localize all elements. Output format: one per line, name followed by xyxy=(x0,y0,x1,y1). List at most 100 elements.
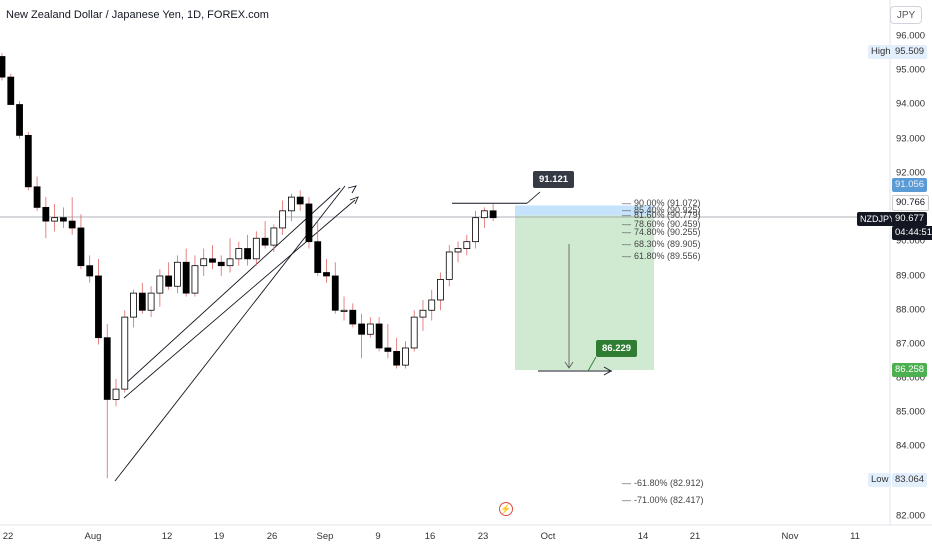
price-tick-label: 95.000 xyxy=(896,64,926,76)
candle-body xyxy=(288,196,295,212)
time-tick-label: Oct xyxy=(540,531,556,542)
candle-body xyxy=(472,217,479,243)
arrow-head xyxy=(347,185,357,194)
candle-body xyxy=(252,237,260,260)
time-tick-label: Sep xyxy=(316,531,334,542)
price-tick-label: 96.000 xyxy=(896,30,926,42)
candle-body xyxy=(437,278,444,301)
fib-level-68-3: 68.30% (89.905) xyxy=(622,239,701,249)
candle-body xyxy=(358,323,365,335)
candle-body xyxy=(463,241,471,249)
fib-level-neg-71: -71.00% (82.417) xyxy=(622,495,704,505)
candle-body xyxy=(366,323,374,335)
fib-top-tag: 91.056 xyxy=(892,178,928,192)
entry-callout[interactable]: 91.121 xyxy=(533,171,575,188)
candle-body xyxy=(226,258,234,267)
price-tick-label: 82.000 xyxy=(896,510,926,522)
stop-loss-zone xyxy=(515,205,654,216)
candle-body xyxy=(305,203,313,243)
candle-body xyxy=(410,316,418,349)
candle-body xyxy=(16,104,23,136)
time-tick-label: 14 xyxy=(637,531,649,542)
candle-body xyxy=(270,227,278,246)
candle-body xyxy=(331,275,339,311)
candle-body xyxy=(402,347,409,366)
candle-body xyxy=(182,261,190,294)
arrow-head xyxy=(603,366,612,376)
low-label: Low xyxy=(868,473,892,487)
fib-level-74-8: 74.80% (90.255) xyxy=(622,227,701,237)
alert-icon[interactable]: ⚡ xyxy=(499,502,513,516)
fib-level-78-6: 78.60% (90.459) xyxy=(622,219,701,229)
candle-body xyxy=(59,217,67,222)
fib-level-61-8: 61.80% (89.556) xyxy=(622,251,701,261)
current-line-tag: 90.766 xyxy=(892,195,930,211)
time-tick-label: Aug xyxy=(84,531,102,542)
high-label: High xyxy=(868,45,894,59)
price-tick-label: 84.000 xyxy=(896,440,926,452)
last-price-tag: 90.677 xyxy=(892,212,928,226)
time-tick-label: 23 xyxy=(477,531,489,542)
candle-body xyxy=(200,258,208,267)
candle-body xyxy=(314,241,322,273)
candle-body xyxy=(165,275,173,287)
trend-line xyxy=(123,199,356,399)
candle-body xyxy=(86,265,94,277)
candle-body xyxy=(217,261,225,267)
candle-body xyxy=(340,309,348,312)
time-tick-label: 12 xyxy=(161,531,173,542)
low-value: 83.064 xyxy=(892,473,928,487)
candle-body xyxy=(173,261,181,287)
candle-body xyxy=(7,76,15,105)
price-tick-label: 93.000 xyxy=(896,133,926,145)
candle-body xyxy=(323,272,330,277)
fib-level-90: 90.00% (91.072) xyxy=(622,198,701,208)
countdown-tag: 04:44:51 xyxy=(892,226,932,240)
candle-body xyxy=(244,248,251,260)
candle-body xyxy=(156,275,164,294)
fib-level-81-6: 81.60% (90.779) xyxy=(622,210,701,220)
price-tick-label: 89.000 xyxy=(896,270,926,282)
target-callout[interactable]: 86.229 xyxy=(596,340,638,357)
time-tick-label: 19 xyxy=(213,531,225,542)
candle-body xyxy=(393,351,401,366)
candle-body xyxy=(419,309,427,318)
callout-pointer xyxy=(587,356,597,372)
candle-body xyxy=(209,258,216,263)
candle-body xyxy=(454,248,462,253)
candle-body xyxy=(445,251,453,280)
candle-body xyxy=(24,134,32,188)
candle-body xyxy=(375,323,383,349)
time-tick-label: Nov xyxy=(781,531,799,542)
candle-body xyxy=(103,337,111,400)
candle-body xyxy=(349,309,357,325)
candle-body xyxy=(112,388,120,400)
candle-body xyxy=(0,56,6,78)
trend-line xyxy=(123,187,341,386)
time-tick-label: 9 xyxy=(375,531,381,542)
candle-body xyxy=(384,347,392,352)
candle-body xyxy=(428,299,436,311)
time-tick-label: 21 xyxy=(689,531,701,542)
candle-body xyxy=(121,316,129,390)
currency-button[interactable]: JPY xyxy=(890,6,922,24)
high-value: 95.509 xyxy=(892,45,928,59)
time-tick-label: 16 xyxy=(424,531,436,542)
target-price-tag: 86.258 xyxy=(892,363,928,377)
time-tick-label: 26 xyxy=(266,531,278,542)
time-tick-label: 22 xyxy=(2,531,14,542)
candle-body xyxy=(42,206,50,222)
price-tick-label: 85.000 xyxy=(896,406,926,418)
candle-body xyxy=(261,237,269,246)
price-tick-label: 86.000 xyxy=(896,372,926,384)
fib-level-neg-61-8: -61.80% (82.912) xyxy=(622,478,704,488)
arrow-head xyxy=(564,361,574,369)
price-tick-label: 92.000 xyxy=(896,167,926,179)
candle-body xyxy=(68,220,76,229)
candle-body xyxy=(33,186,41,208)
candle-body xyxy=(130,292,137,318)
price-tick-label: 88.000 xyxy=(896,304,926,316)
price-tick-label: 87.000 xyxy=(896,338,926,350)
candle-body xyxy=(77,227,85,267)
